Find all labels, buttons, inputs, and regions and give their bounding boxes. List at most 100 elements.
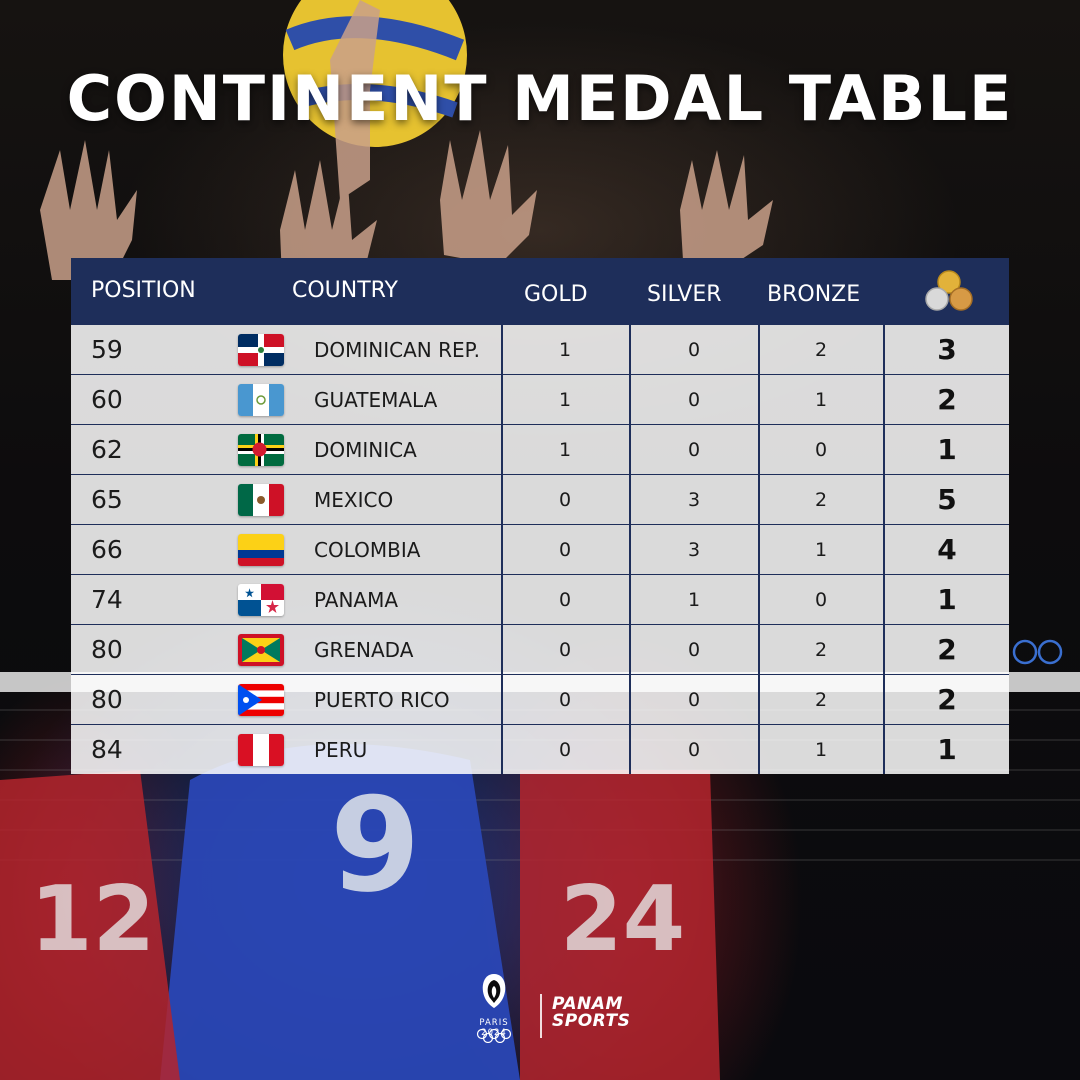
silver-count-cell: 3	[687, 538, 701, 561]
paris-2024-label: PARIS 2024	[479, 1018, 509, 1038]
table-row: 74 PANAMA 0 1 0 1	[71, 575, 1009, 625]
table-row: 80 GRENADA 0 0 2 2	[71, 625, 1009, 675]
bronze-count-cell: 1	[814, 538, 828, 561]
table-row: 59 DOMINICAN REP. 1 0 2 3	[71, 325, 1009, 375]
table-body: 59 DOMINICAN REP. 1 0 2 3 60 GUATEMALA 1 0 1 2 62 DOM…	[71, 324, 1009, 774]
header-position: POSITION	[91, 278, 196, 303]
table-row: 80 PUERTO RICO 0 0 2 2	[71, 675, 1009, 725]
gold-count-cell: 0	[558, 638, 572, 661]
total-count-cell: 3	[937, 333, 957, 366]
hands-image	[40, 0, 773, 280]
gold-count-cell: 0	[558, 688, 572, 711]
dominica-flag-icon	[237, 425, 285, 474]
bronze-count-cell: 0	[814, 588, 828, 611]
table-row: 60 GUATEMALA 1 0 1 2	[71, 375, 1009, 425]
bronze-count-cell: 1	[814, 738, 828, 761]
total-count-cell: 2	[937, 633, 957, 666]
total-count-cell: 2	[937, 683, 957, 716]
bronze-count-cell: 2	[814, 688, 828, 711]
country-name-cell: DOMINICA	[314, 437, 417, 462]
position-cell: 60	[91, 385, 123, 414]
header-bronze: BRONZE	[767, 282, 861, 307]
players-image: 9 12 24	[0, 744, 720, 1080]
peru-flag-icon	[238, 733, 284, 766]
panam-sports-logo: PANAM SPORTS	[552, 994, 631, 1031]
svg-text:9: 9	[330, 769, 420, 921]
table-row: 84 PERU 0 0 1 1	[71, 725, 1009, 774]
table-row: 65 MEXICO 0 3 2 5	[71, 475, 1009, 525]
medals-stack-icon	[923, 268, 975, 314]
silver-count-cell: 1	[687, 588, 701, 611]
puerto-rico-flag-icon	[238, 683, 284, 716]
gold-count-cell: 0	[558, 488, 572, 511]
mexico-flag-icon	[238, 483, 284, 516]
footer-logos: PARIS 2024 PANAM SPORTS	[470, 970, 640, 1050]
column-divider	[629, 324, 631, 774]
silver-count-cell: 0	[687, 438, 701, 461]
total-count-cell: 1	[937, 733, 957, 766]
total-count-cell: 4	[937, 533, 957, 566]
table-row: 66 COLOMBIA 0 3 1 4	[71, 525, 1009, 575]
silver-count-cell: 0	[687, 388, 701, 411]
paris-2024-logo	[474, 970, 514, 1016]
gold-count-cell: 1	[558, 388, 572, 411]
grenada-flag-icon	[237, 625, 285, 674]
guatemala-flag-icon	[237, 375, 285, 424]
country-name-cell: PUERTO RICO	[314, 687, 450, 712]
dominican-republic-flag-icon	[237, 325, 285, 374]
table-row: 62 DOMINICA 1 0 0 1	[71, 425, 1009, 475]
olympic-rings-icon	[476, 1028, 512, 1047]
gold-count-cell: 0	[558, 738, 572, 761]
position-cell: 66	[91, 535, 123, 564]
country-name-cell: MEXICO	[314, 487, 394, 512]
dominican-republic-flag-icon	[238, 333, 284, 366]
position-cell: 80	[91, 685, 123, 714]
country-name-cell: COLOMBIA	[314, 537, 421, 562]
table-header: POSITION COUNTRY GOLD SILVER BRONZE	[71, 258, 1009, 324]
silver-count-cell: 0	[687, 738, 701, 761]
panama-flag-icon	[238, 583, 284, 616]
position-cell: 65	[91, 485, 123, 514]
silver-count-cell: 0	[687, 688, 701, 711]
peru-flag-icon	[237, 725, 285, 774]
panama-flag-icon	[237, 575, 285, 624]
position-cell: 62	[91, 435, 123, 464]
bronze-count-cell: 1	[814, 388, 828, 411]
gold-count-cell: 1	[558, 338, 572, 361]
footer-divider	[540, 994, 542, 1038]
header-silver: SILVER	[647, 282, 722, 307]
mexico-flag-icon	[237, 475, 285, 524]
country-name-cell: DOMINICAN REP.	[314, 337, 480, 362]
svg-text:12: 12	[30, 867, 155, 972]
bronze-count-cell: 2	[814, 338, 828, 361]
country-name-cell: GRENADA	[314, 637, 414, 662]
silver-count-cell: 3	[687, 488, 701, 511]
gold-count-cell: 1	[558, 438, 572, 461]
column-divider	[501, 324, 503, 774]
bronze-count-cell: 2	[814, 488, 828, 511]
page-title: CONTINENT MEDAL TABLE	[66, 62, 1014, 135]
total-count-cell: 5	[937, 483, 957, 516]
gold-count-cell: 0	[558, 588, 572, 611]
country-name-cell: PERU	[314, 737, 368, 762]
header-gold: GOLD	[524, 282, 588, 307]
bronze-count-cell: 2	[814, 638, 828, 661]
total-count-cell: 1	[937, 583, 957, 616]
position-cell: 59	[91, 335, 123, 364]
colombia-flag-icon	[237, 525, 285, 574]
guatemala-flag-icon	[238, 383, 284, 416]
header-country: COUNTRY	[292, 278, 398, 303]
silver-count-cell: 0	[687, 638, 701, 661]
country-name-cell: PANAMA	[314, 587, 399, 612]
bronze-count-cell: 0	[814, 438, 828, 461]
svg-text:24: 24	[560, 867, 685, 972]
puerto-rico-flag-icon	[237, 675, 285, 724]
total-count-cell: 2	[937, 383, 957, 416]
colombia-flag-icon	[238, 533, 284, 566]
dominica-flag-icon	[238, 433, 284, 466]
medal-table: POSITION COUNTRY GOLD SILVER BRONZE 59 DO…	[71, 258, 1009, 774]
country-name-cell: GUATEMALA	[314, 387, 438, 412]
position-cell: 80	[91, 635, 123, 664]
gold-count-cell: 0	[558, 538, 572, 561]
position-cell: 84	[91, 735, 123, 764]
